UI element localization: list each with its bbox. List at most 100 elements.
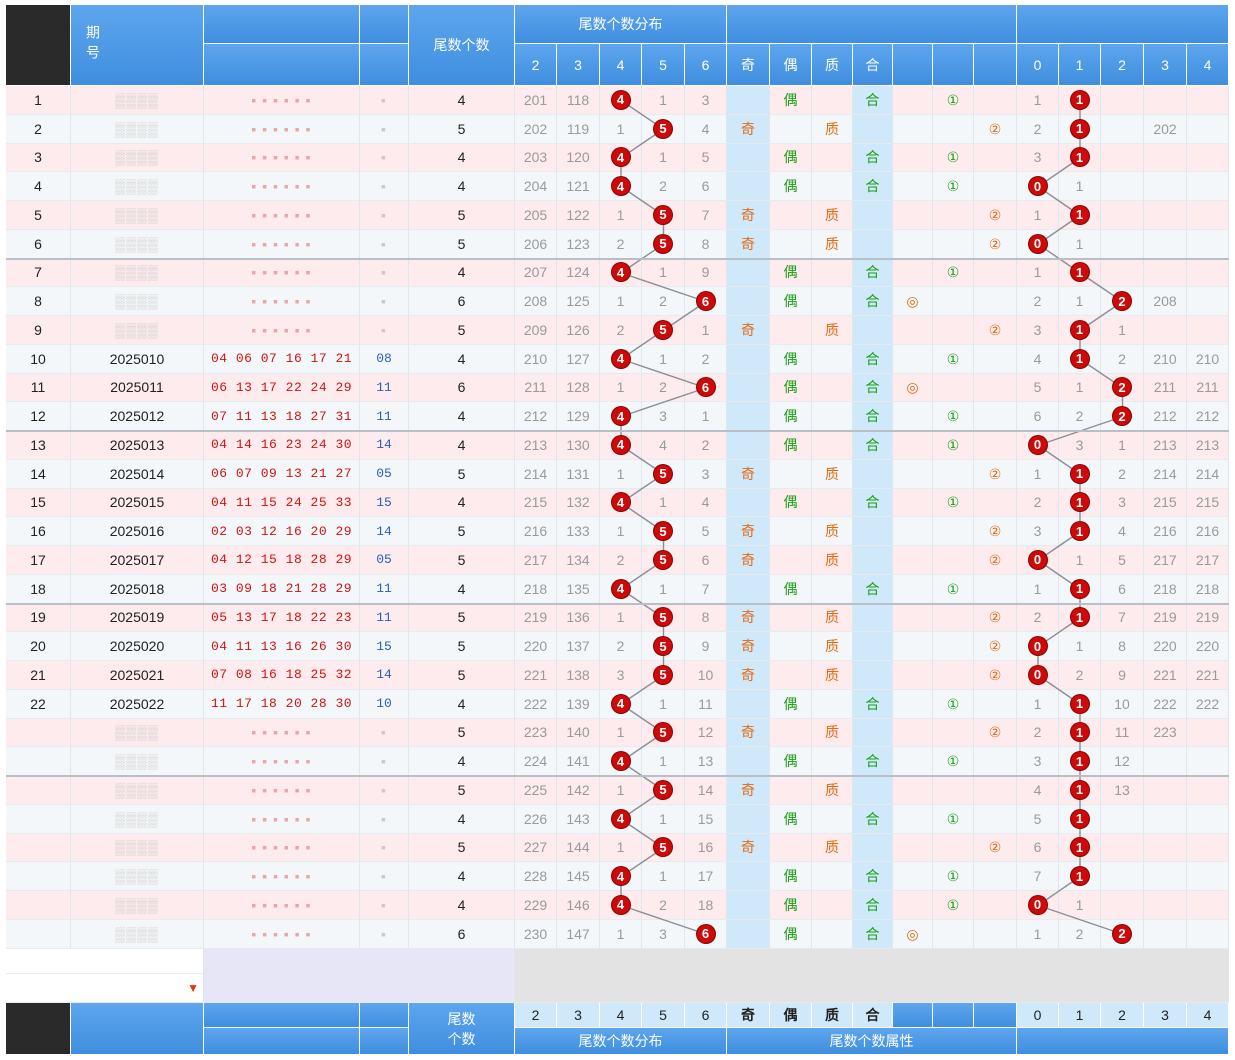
footer-period (71, 1003, 204, 1055)
dist-c4: 1 (600, 459, 642, 489)
mod-m3: 218 (1144, 574, 1187, 604)
dist-col-2[interactable]: 2 (515, 44, 557, 86)
attr-prime: 质 (812, 201, 853, 230)
dist-c6: 5 (685, 143, 727, 173)
footer-red (204, 1003, 360, 1028)
group-separator (6, 430, 1229, 432)
mod-two-mark: ② (974, 459, 1017, 489)
attr-even: 偶 (770, 402, 812, 431)
dist-col-6[interactable]: 6 (685, 44, 727, 86)
attr-col-1[interactable]: 偶 (770, 44, 812, 86)
attr-header (727, 5, 1017, 44)
red-numbers-obscured: ▪ ▪ ▪ ▪ ▪ ▪ (204, 718, 360, 748)
tail-count: 6 (409, 919, 515, 949)
mod-m1: 2 (1059, 661, 1101, 690)
period-header[interactable]: 期号 (71, 5, 204, 86)
attr-even (770, 201, 812, 230)
attr-composite: 合 (853, 689, 893, 719)
attr-odd (727, 919, 770, 949)
dist-hit-ball: 4 (611, 579, 630, 598)
attr-col-2[interactable]: 质 (812, 44, 853, 86)
dist-col-3[interactable]: 3 (557, 44, 600, 86)
mod-col-0[interactable]: 0 (1017, 44, 1059, 86)
attr-prime (812, 344, 853, 374)
mod-m3: 215 (1144, 488, 1187, 518)
mod-hit-ball: 1 (1070, 838, 1089, 857)
mod-m2: 1 (1101, 431, 1144, 460)
mod-m1: 1 (1059, 718, 1101, 748)
mod-m1: 1 (1059, 344, 1101, 374)
mod-col-4[interactable]: 4 (1187, 44, 1229, 86)
dist-c3: 130 (557, 431, 600, 460)
issue-cell-obscured: ▒▒▒▒ (71, 804, 204, 834)
mod-one-mark: ① (933, 258, 974, 288)
mod-col-1[interactable]: 1 (1059, 44, 1101, 86)
mod-two-mark: ② (974, 114, 1017, 144)
tail-count: 5 (409, 632, 515, 661)
dist-c3: 131 (557, 459, 600, 489)
tail-count-header[interactable]: 尾数个数 (409, 5, 515, 86)
mod-m1: 2 (1059, 402, 1101, 431)
mod-hit-ball: 0 (1028, 665, 1047, 684)
sort-down-icon[interactable]: ▼ (187, 980, 199, 995)
dist-c4: 1 (600, 776, 642, 805)
dist-c6: 6 (685, 373, 727, 403)
dist-col-4[interactable]: 4 (600, 44, 642, 86)
attr-col-3[interactable]: 合 (853, 44, 893, 86)
dist-hit-ball: 5 (654, 522, 672, 541)
mod-m3: 213 (1144, 431, 1187, 460)
footer-tail-count: 尾数 个数 (409, 1003, 515, 1055)
footer-attr-label: 尾数个数属性 (727, 1028, 1017, 1055)
mod-col-2[interactable]: 2 (1101, 44, 1144, 86)
red-numbers-obscured: ▪ ▪ ▪ ▪ ▪ ▪ (204, 776, 360, 805)
dist-hit-ball: 4 (611, 752, 630, 771)
dist-c2: 211 (515, 373, 557, 403)
issue-cell-obscured: ▒▒▒▒ (71, 114, 204, 144)
dist-c5: 5 (642, 114, 685, 144)
issue-cell: 2025013 (71, 431, 204, 460)
red-numbers: 04 11 13 16 26 30 (204, 632, 360, 661)
attr-odd: 奇 (727, 718, 770, 748)
blue-number-obscured: ▪ (360, 833, 409, 863)
dist-c6: 2 (685, 344, 727, 374)
red-numbers: 04 06 07 16 17 21 (204, 344, 360, 374)
mod-two-mark: ② (974, 316, 1017, 345)
dist-c5: 2 (642, 287, 685, 316)
attr-even (770, 316, 812, 345)
tail-count: 4 (409, 143, 515, 173)
filler-input-2[interactable]: ▼ (6, 973, 204, 1003)
mod-m0: 3 (1017, 316, 1059, 345)
dist-c6: 10 (685, 661, 727, 690)
attr-col-0[interactable]: 奇 (727, 44, 770, 86)
tail-count: 4 (409, 344, 515, 374)
dist-hit-ball: 6 (696, 924, 715, 943)
issue-cell-obscured: ▒▒▒▒ (71, 862, 204, 891)
mod-hit-ball: 1 (1070, 522, 1089, 541)
mod-m3: 211 (1144, 373, 1187, 403)
mod-one-mark (933, 229, 974, 259)
footer-dist-label: 尾数个数分布 (515, 1028, 727, 1055)
mod-one-mark: ① (933, 344, 974, 374)
mod-m0: 5 (1017, 804, 1059, 834)
dist-c6: 9 (685, 258, 727, 288)
dist-c3: 143 (557, 804, 600, 834)
issue-cell: 2025014 (71, 459, 204, 489)
mod-m3 (1144, 862, 1187, 891)
dist-c5: 2 (642, 891, 685, 920)
blue-number-obscured: ▪ (360, 114, 409, 144)
mod-m2: 6 (1101, 574, 1144, 604)
mod-zero-mark (893, 804, 933, 834)
mod-hit-ball: 1 (1070, 608, 1089, 627)
filler-input-1[interactable] (6, 948, 204, 974)
tail-count: 5 (409, 776, 515, 805)
dist-col-5[interactable]: 5 (642, 44, 685, 86)
mod-zero-mark (893, 689, 933, 719)
issue-cell: 2025011 (71, 373, 204, 403)
mod-m1: 1 (1059, 316, 1101, 345)
dist-c2: 216 (515, 517, 557, 546)
dist-c6: 2 (685, 431, 727, 460)
mod-one-mark (933, 287, 974, 316)
attr-composite: 合 (853, 747, 893, 776)
mod-two-mark (974, 258, 1017, 288)
mod-col-3[interactable]: 3 (1144, 44, 1187, 86)
